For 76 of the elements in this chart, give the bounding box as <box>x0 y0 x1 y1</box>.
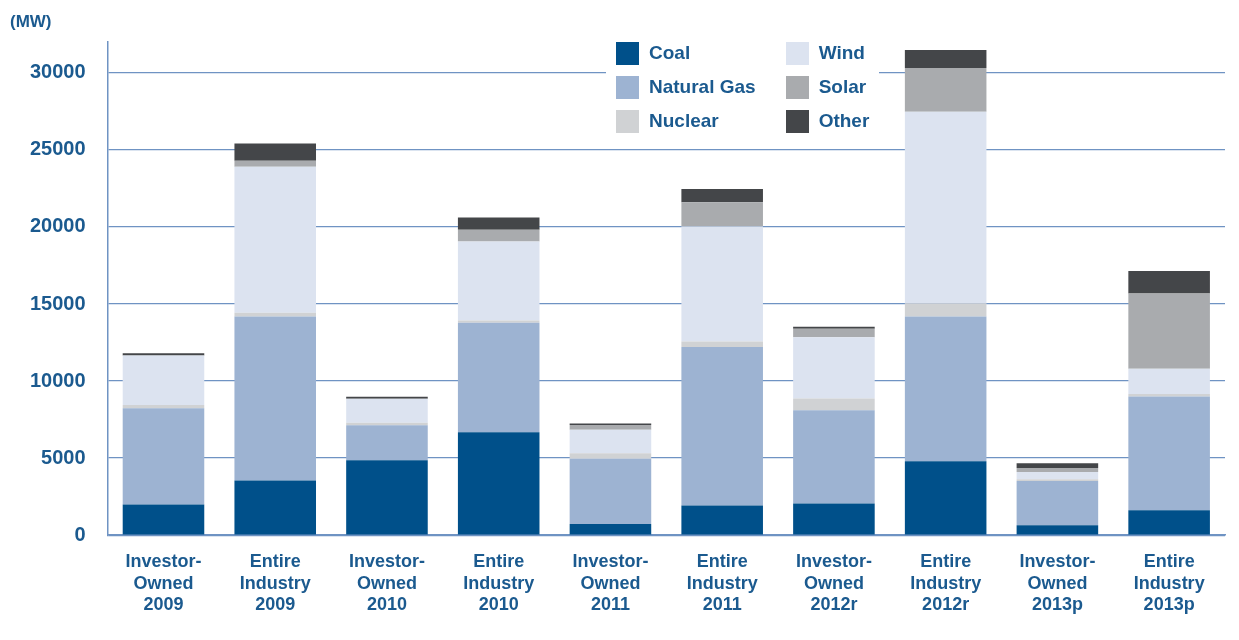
bar <box>681 202 763 227</box>
bar <box>234 166 317 313</box>
legend-label: Natural Gas <box>649 76 756 98</box>
legend-label: Nuclear <box>649 110 719 132</box>
bar <box>1128 293 1210 369</box>
bar <box>681 505 763 535</box>
bar <box>1016 463 1099 468</box>
bar <box>122 405 205 409</box>
legend-label: Coal <box>649 42 691 64</box>
bar <box>793 328 875 338</box>
bar <box>346 398 428 423</box>
bar <box>1016 481 1099 526</box>
x-tick-label: Investor-Owned 2010 <box>348 550 425 615</box>
x-tick-label: Investor-Owned 2013p <box>1019 550 1096 615</box>
bar <box>122 355 205 406</box>
bar <box>122 504 205 535</box>
bar <box>346 396 428 399</box>
bar <box>904 303 987 317</box>
bar <box>904 461 987 535</box>
bar <box>346 460 428 535</box>
y-tick-label: 30000 <box>29 60 86 83</box>
bar <box>793 398 875 411</box>
legend-label: Solar <box>818 76 867 98</box>
bar <box>346 425 428 461</box>
bar <box>457 217 540 230</box>
bar <box>569 453 652 459</box>
bar <box>457 322 540 433</box>
bar <box>793 337 875 399</box>
bar <box>122 353 205 356</box>
x-tick-label: Investor-Owned 2011 <box>572 550 649 615</box>
bar <box>1016 472 1099 480</box>
bar <box>1128 368 1210 395</box>
bar <box>569 524 652 535</box>
bar <box>681 188 763 203</box>
bar <box>457 241 540 321</box>
y-tick-label: 0 <box>74 522 86 545</box>
bar <box>793 410 875 504</box>
bar <box>681 341 763 348</box>
x-tick-label: Entire Industry 2010 <box>463 550 535 615</box>
bar <box>681 347 763 506</box>
bar <box>1128 510 1210 535</box>
y-axis-title: (MW) <box>10 12 52 32</box>
bar <box>1128 270 1210 294</box>
bar <box>569 425 652 430</box>
y-tick-label: 10000 <box>29 368 86 391</box>
x-tick-label: Investor-Owned 2009 <box>125 550 202 615</box>
x-tick-label: Entire Industry 2009 <box>239 550 311 615</box>
x-tick-label: Entire Industry 2011 <box>686 550 758 615</box>
legend-label: Wind <box>818 42 865 64</box>
bar <box>904 68 987 112</box>
y-tick-label: 5000 <box>41 445 86 468</box>
bar <box>234 160 317 167</box>
bar <box>569 458 652 525</box>
bar <box>122 408 205 505</box>
bar <box>681 226 763 342</box>
y-tick-label: 25000 <box>29 137 86 160</box>
bar <box>234 143 317 161</box>
bar <box>457 320 540 323</box>
y-tick-label: 20000 <box>29 214 86 237</box>
bar <box>569 429 652 454</box>
x-tick-label: Entire Industry 2012r <box>910 550 982 615</box>
bar <box>904 316 987 462</box>
legend-label: Other <box>818 110 870 132</box>
bar <box>1016 468 1099 473</box>
bar <box>793 503 875 535</box>
x-tick-label: Investor-Owned 2012r <box>795 550 872 615</box>
bar <box>1016 525 1099 535</box>
bar <box>457 229 540 242</box>
bar <box>234 480 317 535</box>
bar <box>904 111 987 304</box>
bar <box>1128 396 1210 511</box>
x-tick-label: Entire Industry 2013p <box>1133 550 1205 615</box>
y-tick-label: 15000 <box>29 291 86 314</box>
bar <box>904 50 987 69</box>
bar <box>234 316 317 481</box>
bar <box>457 432 540 535</box>
